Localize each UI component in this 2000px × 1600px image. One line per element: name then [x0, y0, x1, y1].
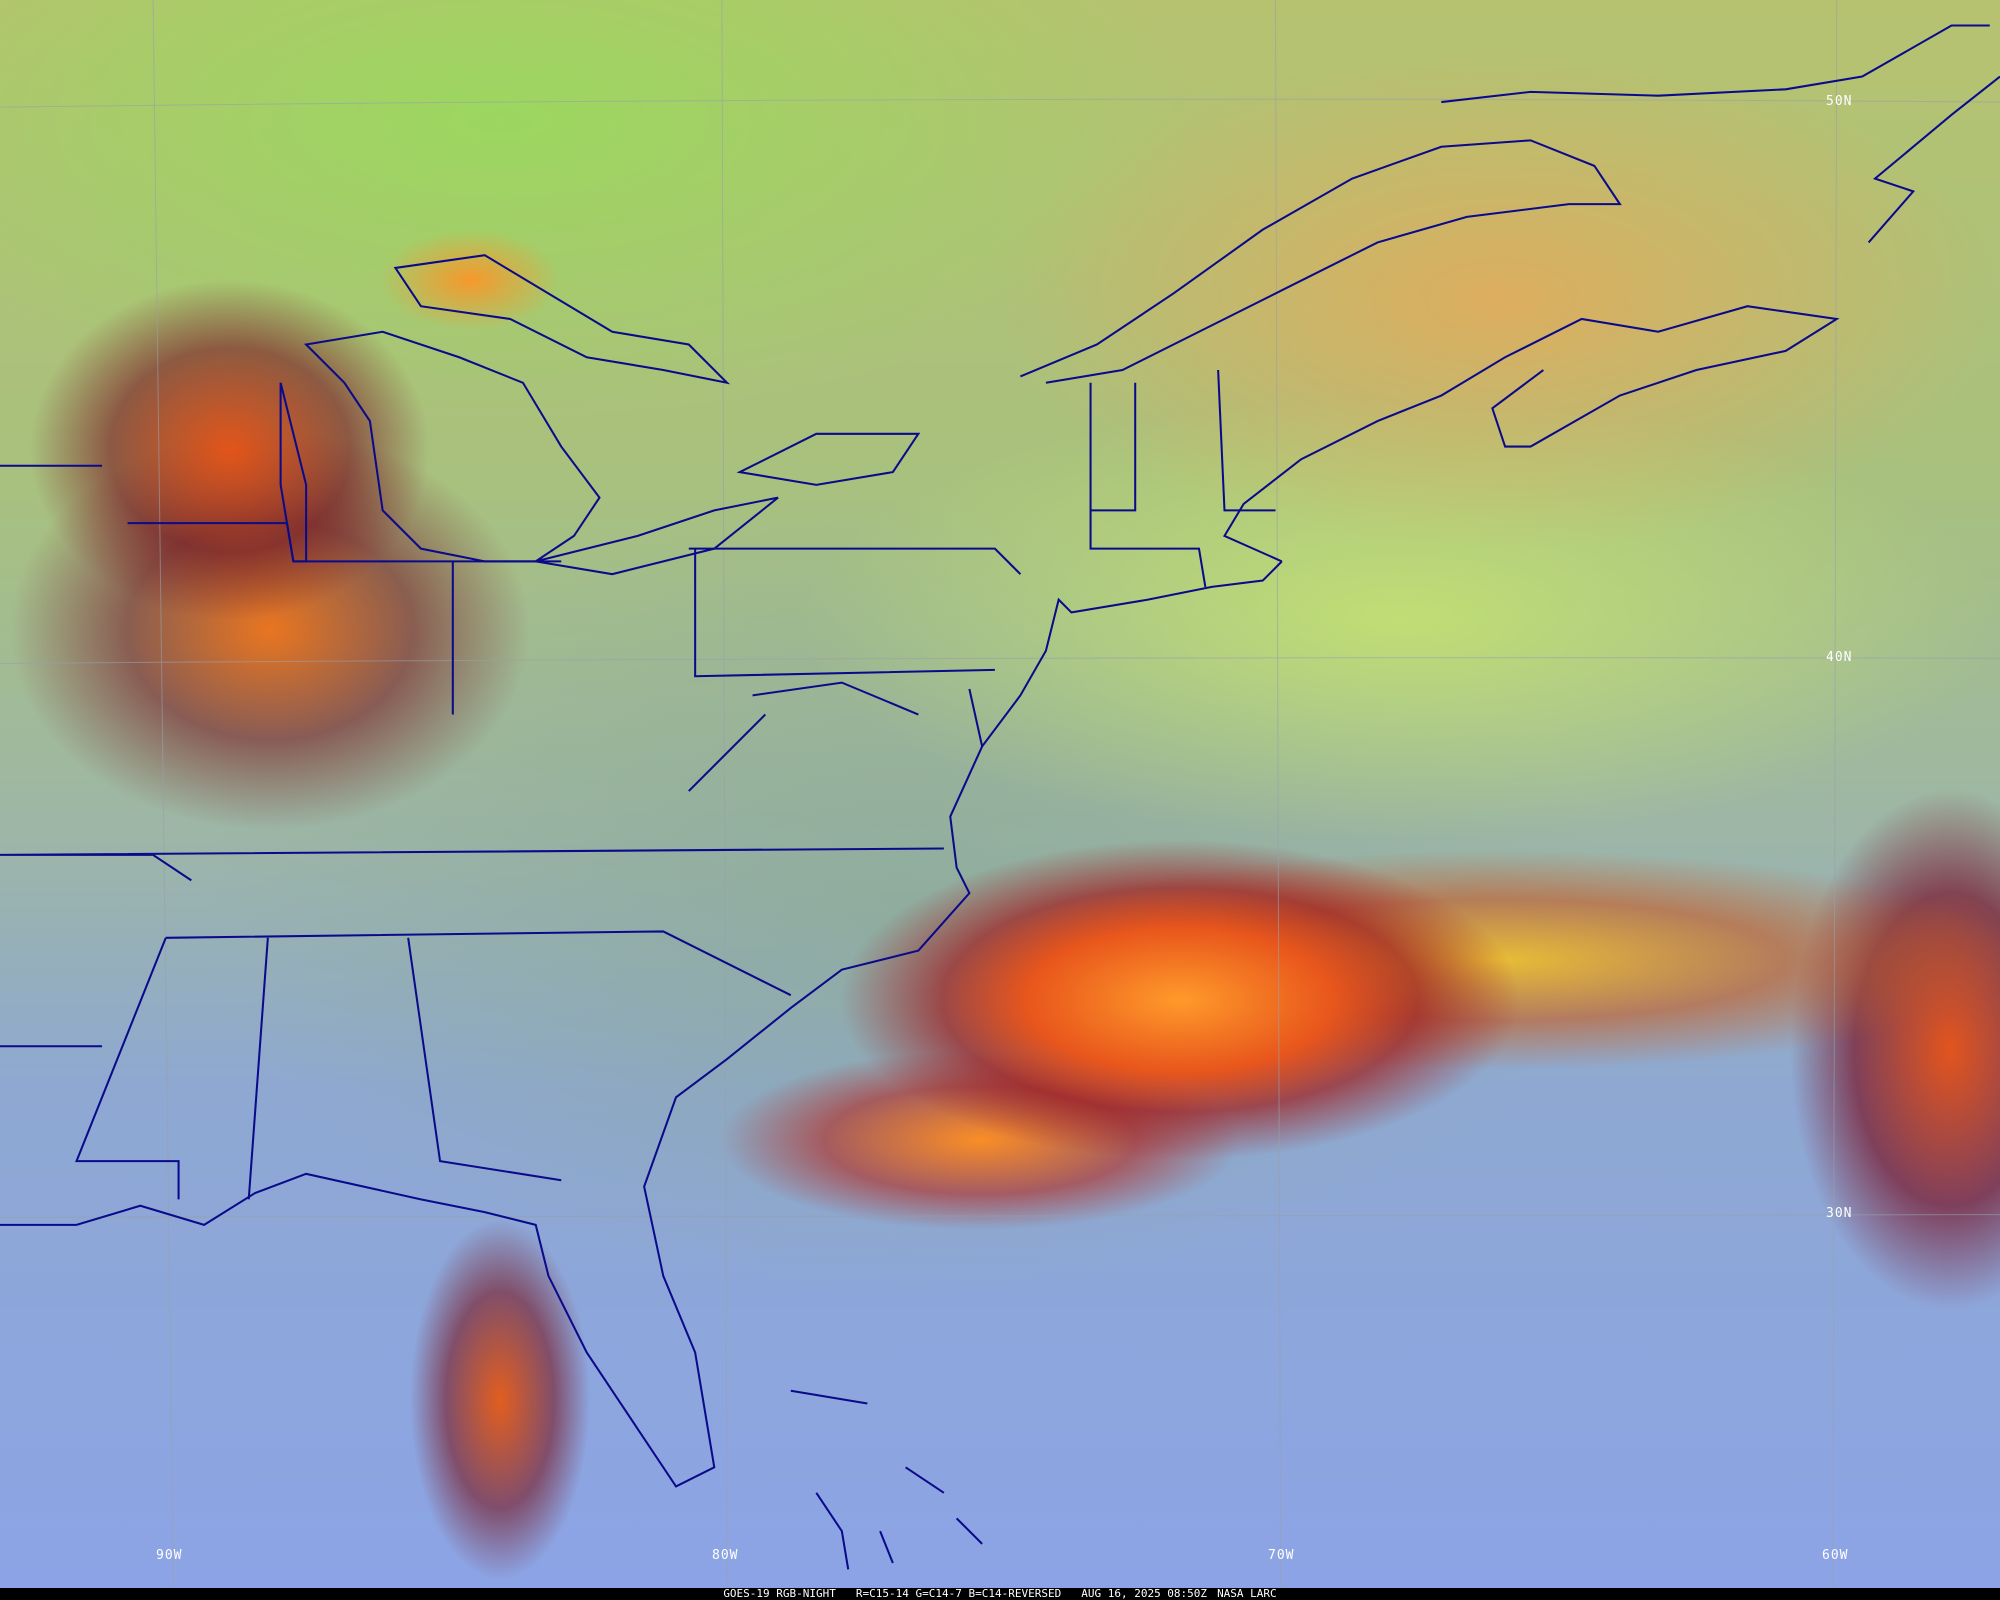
caption-bar: GOES-19 RGB-NIGHT R=C15-14 G=C14-7 B=C14-… [0, 1588, 2000, 1600]
grid-lat-30 [0, 1213, 2000, 1218]
coastline-labrador [1441, 24, 2000, 244]
lat-label-30n: 30N [1826, 1206, 1853, 1221]
caribbean-islands [790, 1389, 983, 1570]
grid-lon-70 [1275, 0, 1282, 1589]
lon-label-80w: 80W [712, 1548, 739, 1563]
great-lakes [279, 254, 921, 576]
caption-source: NASA LARC [1217, 1587, 1277, 1600]
lon-label-70w: 70W [1268, 1548, 1295, 1563]
lat-label-50n: 50N [1826, 94, 1853, 109]
state-borders [0, 369, 1276, 1200]
lon-label-90w: 90W [156, 1548, 183, 1563]
grid-lon-60 [1832, 0, 1838, 1589]
lat-label-40n: 40N [1826, 650, 1853, 665]
grid-lon-80 [721, 0, 728, 1589]
grid-lon-90 [152, 0, 174, 1589]
caption-channels: R=C15-14 G=C14-7 B=C14-REVERSED [855, 1587, 1062, 1600]
coastline-northeast [1223, 305, 1840, 563]
caption-datetime: AUG 16, 2025 08:50Z [1081, 1587, 1208, 1600]
lon-label-60w: 60W [1822, 1548, 1849, 1563]
coastline-st-lawrence [1020, 139, 1622, 384]
grid-lat-50 [0, 98, 2000, 108]
caption-satellite: GOES-19 RGB-NIGHT [723, 1587, 836, 1600]
coastline-east [0, 560, 1283, 1488]
boundaries [0, 24, 2000, 1570]
grid-lat-40 [0, 657, 2000, 664]
